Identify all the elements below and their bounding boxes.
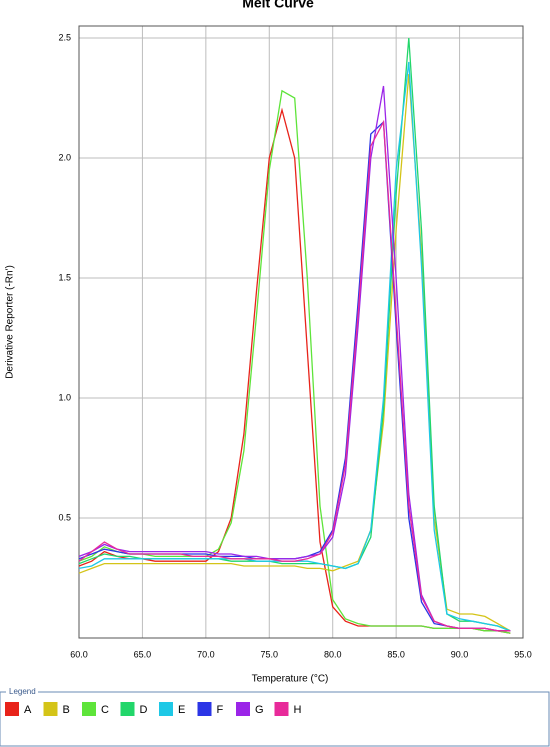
legend-label: F [217,704,224,716]
legend-swatch [82,702,96,716]
legend-label: C [101,704,109,716]
x-axis-label: Temperature (°C) [252,674,329,685]
y-tick-label: 2.5 [58,32,71,42]
y-tick-label: 0.5 [58,512,71,522]
x-tick-label: 60.0 [70,649,88,659]
series-line [78,119,511,632]
x-tick-label: 85.0 [387,649,405,659]
legend-swatch [43,702,58,716]
legend-title: Legend [9,687,36,696]
series-line [78,73,511,632]
x-tick-label: 95.0 [514,649,532,659]
legend-label: B [63,704,70,716]
y-axis-label: Derivative Reporter (-Rn') [5,265,16,379]
legend-swatch [5,702,19,716]
legend-swatch [274,702,289,716]
legend-box [0,691,550,747]
chart-title: Melt Curve [242,0,314,11]
series-line [78,89,511,634]
x-tick-label: 70.0 [197,649,215,659]
x-tick-label: 65.0 [134,649,152,659]
legend-label: H [294,704,302,716]
legend-label: G [255,704,264,716]
x-tick-label: 75.0 [261,649,279,659]
legend-label: A [24,704,32,716]
legend-swatch [120,702,135,716]
x-tick-label: 80.0 [324,649,342,659]
plot-area [79,26,523,638]
y-tick-label: 2.0 [58,152,71,162]
legend-title-bg [6,687,38,697]
legend-swatch [236,702,250,716]
legend-label: E [178,704,185,716]
y-tick-label: 1.5 [58,272,71,282]
legend-label: D [140,704,148,716]
y-tick-label: 1.0 [58,392,71,402]
legend-swatch [159,702,173,716]
plot-border [78,25,524,639]
legend-swatch [197,702,212,716]
x-tick-label: 90.0 [451,649,469,659]
